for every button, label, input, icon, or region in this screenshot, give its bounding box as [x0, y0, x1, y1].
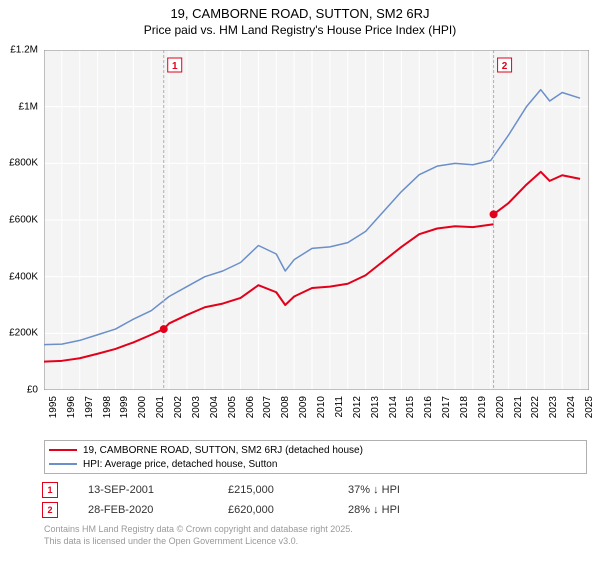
- x-tick-label: 2013: [370, 396, 381, 418]
- x-tick-label: 2014: [388, 396, 399, 418]
- y-tick-label: £400K: [0, 271, 38, 282]
- x-tick-label: 2007: [262, 396, 273, 418]
- x-tick-label: 1995: [48, 396, 59, 418]
- x-tick-label: 2021: [513, 396, 524, 418]
- marker-date: 28-FEB-2020: [88, 504, 228, 516]
- chart-title-sub: Price paid vs. HM Land Registry's House …: [0, 23, 600, 37]
- x-tick-label: 2005: [227, 396, 238, 418]
- x-tick-label: 2024: [566, 396, 577, 418]
- x-tick-label: 2006: [245, 396, 256, 418]
- x-tick-label: 2023: [548, 396, 559, 418]
- marker-row: 1 13-SEP-2001 £215,000 37% ↓ HPI: [30, 480, 590, 500]
- marker-date: 13-SEP-2001: [88, 484, 228, 496]
- x-tick-label: 2004: [209, 396, 220, 418]
- legend-label: 19, CAMBORNE ROAD, SUTTON, SM2 6RJ (deta…: [83, 445, 363, 456]
- x-tick-label: 1998: [102, 396, 113, 418]
- footer-line: Contains HM Land Registry data © Crown c…: [44, 524, 353, 536]
- legend: 19, CAMBORNE ROAD, SUTTON, SM2 6RJ (deta…: [44, 440, 587, 474]
- x-tick-label: 2002: [173, 396, 184, 418]
- footer-attribution: Contains HM Land Registry data © Crown c…: [44, 524, 353, 547]
- x-tick-label: 1997: [84, 396, 95, 418]
- chart-title-address: 19, CAMBORNE ROAD, SUTTON, SM2 6RJ: [0, 6, 600, 21]
- x-tick-label: 2016: [423, 396, 434, 418]
- x-tick-label: 2011: [334, 396, 345, 418]
- marker-badge-1: 1: [42, 482, 58, 498]
- svg-text:1: 1: [172, 61, 178, 72]
- legend-swatch-price: [49, 449, 77, 451]
- x-axis-labels: 1995 1996 1997 1998 1999 2000 2001 2002 2003 2004…: [44, 394, 589, 444]
- x-tick-label: 2009: [298, 396, 309, 418]
- x-tick-label: 1999: [119, 396, 130, 418]
- y-tick-label: £600K: [0, 215, 38, 226]
- y-axis-labels: £0£200K£400K£600K£800K£1M£1.2M: [0, 50, 40, 390]
- legend-item: HPI: Average price, detached house, Sutt…: [49, 457, 582, 471]
- legend-swatch-hpi: [49, 463, 77, 465]
- y-tick-label: £1.2M: [0, 45, 38, 56]
- legend-label: HPI: Average price, detached house, Sutt…: [83, 459, 277, 470]
- legend-item: 19, CAMBORNE ROAD, SUTTON, SM2 6RJ (deta…: [49, 443, 582, 457]
- marker-table: 1 13-SEP-2001 £215,000 37% ↓ HPI 2 28-FE…: [30, 480, 590, 520]
- x-tick-label: 2003: [191, 396, 202, 418]
- y-tick-label: £800K: [0, 158, 38, 169]
- svg-text:2: 2: [502, 61, 508, 72]
- footer-line: This data is licensed under the Open Gov…: [44, 536, 353, 548]
- x-tick-label: 2022: [530, 396, 541, 418]
- y-tick-label: £0: [0, 385, 38, 396]
- x-tick-label: 2015: [405, 396, 416, 418]
- x-tick-label: 2020: [495, 396, 506, 418]
- y-tick-label: £200K: [0, 328, 38, 339]
- chart-svg: 12: [44, 50, 589, 390]
- marker-badge-2: 2: [42, 502, 58, 518]
- x-tick-label: 2010: [316, 396, 327, 418]
- x-tick-label: 2025: [584, 396, 595, 418]
- marker-hpi: 28% ↓ HPI: [348, 504, 468, 516]
- x-tick-label: 2018: [459, 396, 470, 418]
- marker-price: £620,000: [228, 504, 348, 516]
- x-tick-label: 2017: [441, 396, 452, 418]
- x-tick-label: 2000: [137, 396, 148, 418]
- marker-hpi: 37% ↓ HPI: [348, 484, 468, 496]
- marker-price: £215,000: [228, 484, 348, 496]
- x-tick-label: 2001: [155, 396, 166, 418]
- x-tick-label: 2008: [280, 396, 291, 418]
- x-tick-label: 1996: [66, 396, 77, 418]
- x-tick-label: 2012: [352, 396, 363, 418]
- x-tick-label: 2019: [477, 396, 488, 418]
- marker-row: 2 28-FEB-2020 £620,000 28% ↓ HPI: [30, 500, 590, 520]
- chart-plot-area: 12: [44, 50, 589, 390]
- y-tick-label: £1M: [0, 101, 38, 112]
